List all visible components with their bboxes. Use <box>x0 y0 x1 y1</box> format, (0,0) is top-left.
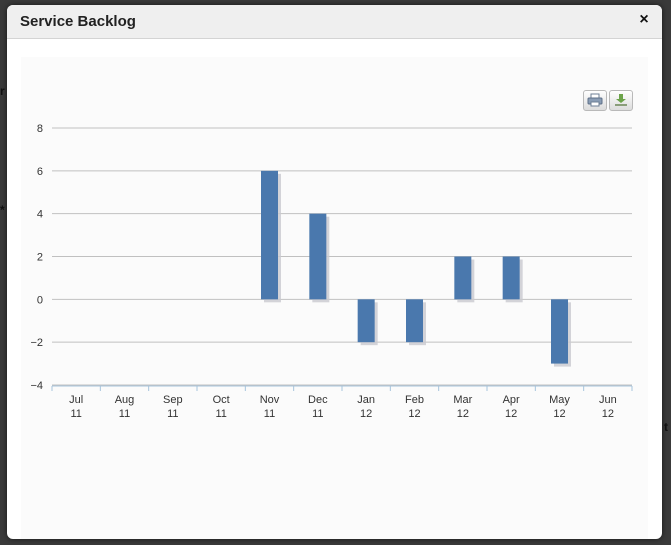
backdrop-text-fragment: t <box>664 420 668 434</box>
x-tick-label: 12 <box>360 408 372 420</box>
bar <box>502 256 520 300</box>
x-tick-label: 12 <box>553 408 565 420</box>
x-tick-label: Apr <box>503 394 520 406</box>
service-backlog-dialog: Service Backlog × 8 6 4 2 0 −2 −4 Jul 11 Aug 11 Sep… <box>7 5 662 539</box>
bar <box>406 299 423 343</box>
bar <box>261 170 278 300</box>
download-button[interactable] <box>609 90 633 111</box>
bar <box>357 299 375 343</box>
x-tick-label: Jul <box>69 394 83 406</box>
dialog-header: Service Backlog × <box>7 5 662 39</box>
bar <box>551 299 568 364</box>
x-tick-label: Mar <box>453 394 472 406</box>
x-tick-label: 11 <box>70 408 81 420</box>
x-tick-label: Feb <box>405 394 424 406</box>
y-tick-label: 4 <box>37 209 43 221</box>
x-tick-label: Jun <box>599 394 617 406</box>
backdrop-text-fragment: * <box>0 203 5 217</box>
y-tick-label: 2 <box>37 252 43 264</box>
y-tick-label: −2 <box>30 337 43 349</box>
bar <box>309 213 327 300</box>
x-tick-label: Oct <box>213 394 230 406</box>
x-tick-label: 12 <box>408 408 420 420</box>
x-tick-label: May <box>549 394 570 406</box>
chart-container: 8 6 4 2 0 −2 −4 Jul 11 Aug 11 Sep 11 Oct 11 Nov 11 Dec 11 J… <box>21 57 648 539</box>
dialog-title: Service Backlog <box>20 13 136 30</box>
x-tick-label: Nov <box>260 394 280 406</box>
close-icon[interactable]: × <box>639 11 649 28</box>
y-tick-label: −4 <box>30 380 43 392</box>
x-tick-label: Jan <box>357 394 375 406</box>
x-tick-label: Aug <box>115 394 135 406</box>
backlog-bar-chart: 8 6 4 2 0 −2 −4 Jul 11 Aug 11 Sep 11 Oct 11 Nov 11 Dec 11 J… <box>30 123 633 420</box>
x-tick-label: 12 <box>602 408 614 420</box>
x-tick-label: 12 <box>505 408 517 420</box>
y-tick-label: 8 <box>37 123 43 135</box>
bar <box>454 256 472 300</box>
backdrop-text-fragment: r <box>0 84 5 98</box>
x-tick-label: 11 <box>312 408 323 420</box>
x-tick-label: 12 <box>457 408 469 420</box>
x-tick-label: Dec <box>308 394 328 406</box>
print-button[interactable] <box>583 90 607 111</box>
x-tick-label: 11 <box>264 408 275 420</box>
y-tick-label: 6 <box>37 166 43 178</box>
print-icon <box>587 93 603 107</box>
x-tick-label: 11 <box>215 408 226 420</box>
download-icon <box>615 94 627 106</box>
y-tick-label: 0 <box>37 294 43 306</box>
x-tick-label: Sep <box>163 394 183 406</box>
x-tick-label: 11 <box>167 408 178 420</box>
dialog-body: 8 6 4 2 0 −2 −4 Jul 11 Aug 11 Sep 11 Oct 11 Nov 11 Dec 11 J… <box>7 39 662 539</box>
x-tick-label: 11 <box>119 408 130 420</box>
